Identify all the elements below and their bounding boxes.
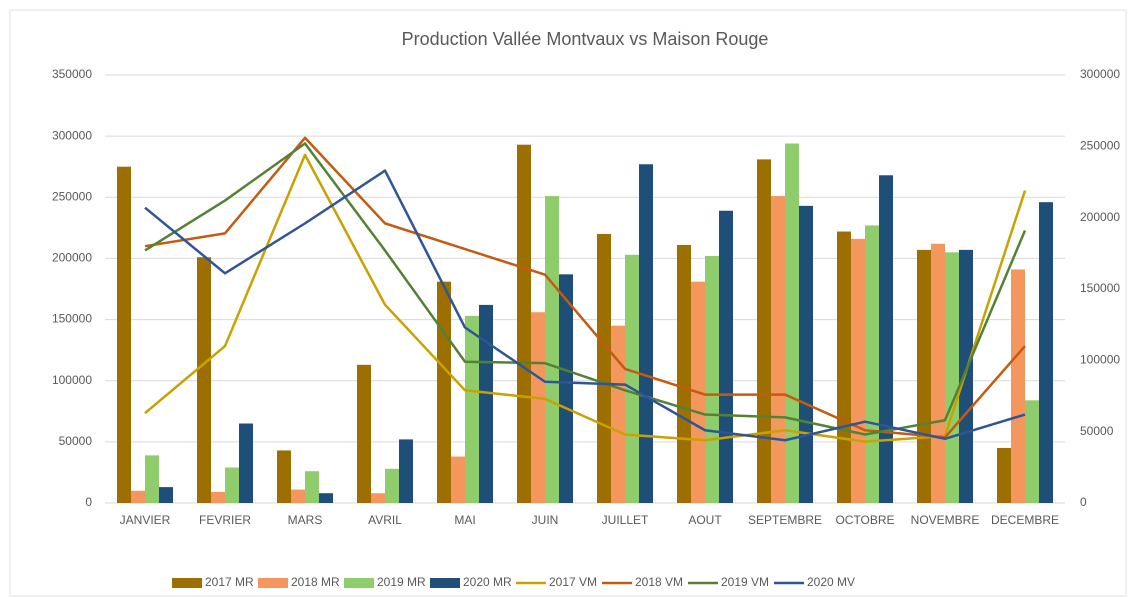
line	[144, 142, 1027, 436]
y-tick-label: 150000	[52, 312, 92, 326]
legend-swatch	[172, 578, 202, 588]
x-tick-label: AVRIL	[368, 513, 402, 527]
chart-title: Production Vallée Montvaux vs Maison Rou…	[402, 29, 769, 49]
bar	[931, 243, 945, 504]
x-tick-label: FEVRIER	[199, 513, 251, 527]
bar	[531, 312, 545, 503]
bar	[757, 159, 771, 503]
y2-tick-label: 100000	[1080, 353, 1120, 367]
bar	[1011, 269, 1025, 503]
bar	[291, 489, 305, 503]
y-tick-label: 100000	[52, 373, 92, 387]
y-tick-label: 0	[85, 495, 92, 509]
x-tick-label: SEPTEMBRE	[748, 513, 822, 527]
bar	[277, 450, 291, 503]
x-tick-label: MAI	[454, 513, 475, 527]
bar	[1039, 202, 1053, 504]
x-tick-label: JUILLET	[602, 513, 649, 527]
x-tick-label: AOUT	[688, 513, 722, 527]
bar	[545, 196, 559, 503]
bar	[319, 493, 333, 503]
bar	[785, 143, 799, 504]
bar	[771, 196, 785, 503]
bar	[639, 164, 653, 504]
bar	[357, 364, 371, 503]
bar	[597, 233, 611, 503]
legend-swatch	[344, 578, 374, 588]
x-tick-label: OCTOBRE	[835, 513, 894, 527]
bar	[851, 238, 865, 503]
legend-label: 2018 VM	[635, 575, 683, 589]
y-tick-label: 350000	[52, 67, 92, 81]
bar	[239, 423, 253, 503]
legend-label: 2019 VM	[721, 575, 769, 589]
x-tick-label: MARS	[288, 513, 323, 527]
bar	[385, 468, 399, 503]
legend-label: 2018 MR	[291, 575, 340, 589]
y2-tick-label: 250000	[1080, 139, 1120, 153]
legend-label: 2017 VM	[549, 575, 597, 589]
bar	[117, 166, 131, 503]
line	[144, 169, 1026, 442]
bar	[677, 244, 691, 503]
legend-label: 2020 MR	[463, 575, 512, 589]
y-tick-label: 250000	[52, 189, 92, 203]
line	[144, 153, 1027, 443]
legend-swatch	[258, 578, 288, 588]
x-tick-label: JUIN	[532, 513, 559, 527]
y2-tick-label: 200000	[1080, 210, 1120, 224]
bar	[705, 255, 719, 503]
bar	[865, 225, 879, 503]
y2-tick-label: 150000	[1080, 281, 1120, 295]
legend-label: 2019 MR	[377, 575, 426, 589]
legend-label: 2017 MR	[205, 575, 254, 589]
y-tick-label: 200000	[52, 251, 92, 265]
legend-swatch	[430, 578, 460, 588]
y-tick-label: 300000	[52, 128, 92, 142]
bar	[465, 315, 479, 503]
bar	[611, 325, 625, 503]
bar	[1025, 400, 1039, 503]
bar	[197, 257, 211, 503]
bar	[131, 490, 145, 503]
bar	[625, 254, 639, 503]
x-tick-label: DECEMBRE	[991, 513, 1059, 527]
bar	[159, 487, 173, 503]
bar	[945, 252, 959, 503]
bar	[959, 249, 973, 503]
bar	[211, 491, 225, 503]
bar	[837, 231, 851, 504]
bar	[917, 249, 931, 503]
bar	[559, 274, 573, 503]
bar	[225, 467, 239, 503]
legend-label: 2020 MV	[807, 575, 855, 589]
bar	[719, 210, 733, 504]
x-tick-label: NOVEMBRE	[911, 513, 980, 527]
bar	[879, 175, 893, 503]
bar	[305, 471, 319, 503]
bar	[371, 493, 385, 503]
bar	[451, 456, 465, 503]
bar	[399, 439, 413, 503]
y2-tick-label: 300000	[1080, 67, 1120, 81]
bar	[799, 205, 813, 504]
bar	[479, 304, 493, 503]
y2-tick-label: 50000	[1080, 424, 1114, 438]
y-tick-label: 50000	[59, 434, 93, 448]
bar	[145, 455, 159, 503]
x-tick-label: JANVIER	[120, 513, 171, 527]
bar	[517, 144, 531, 503]
bar	[997, 447, 1011, 503]
bar	[437, 281, 451, 503]
y2-tick-label: 0	[1080, 495, 1087, 509]
